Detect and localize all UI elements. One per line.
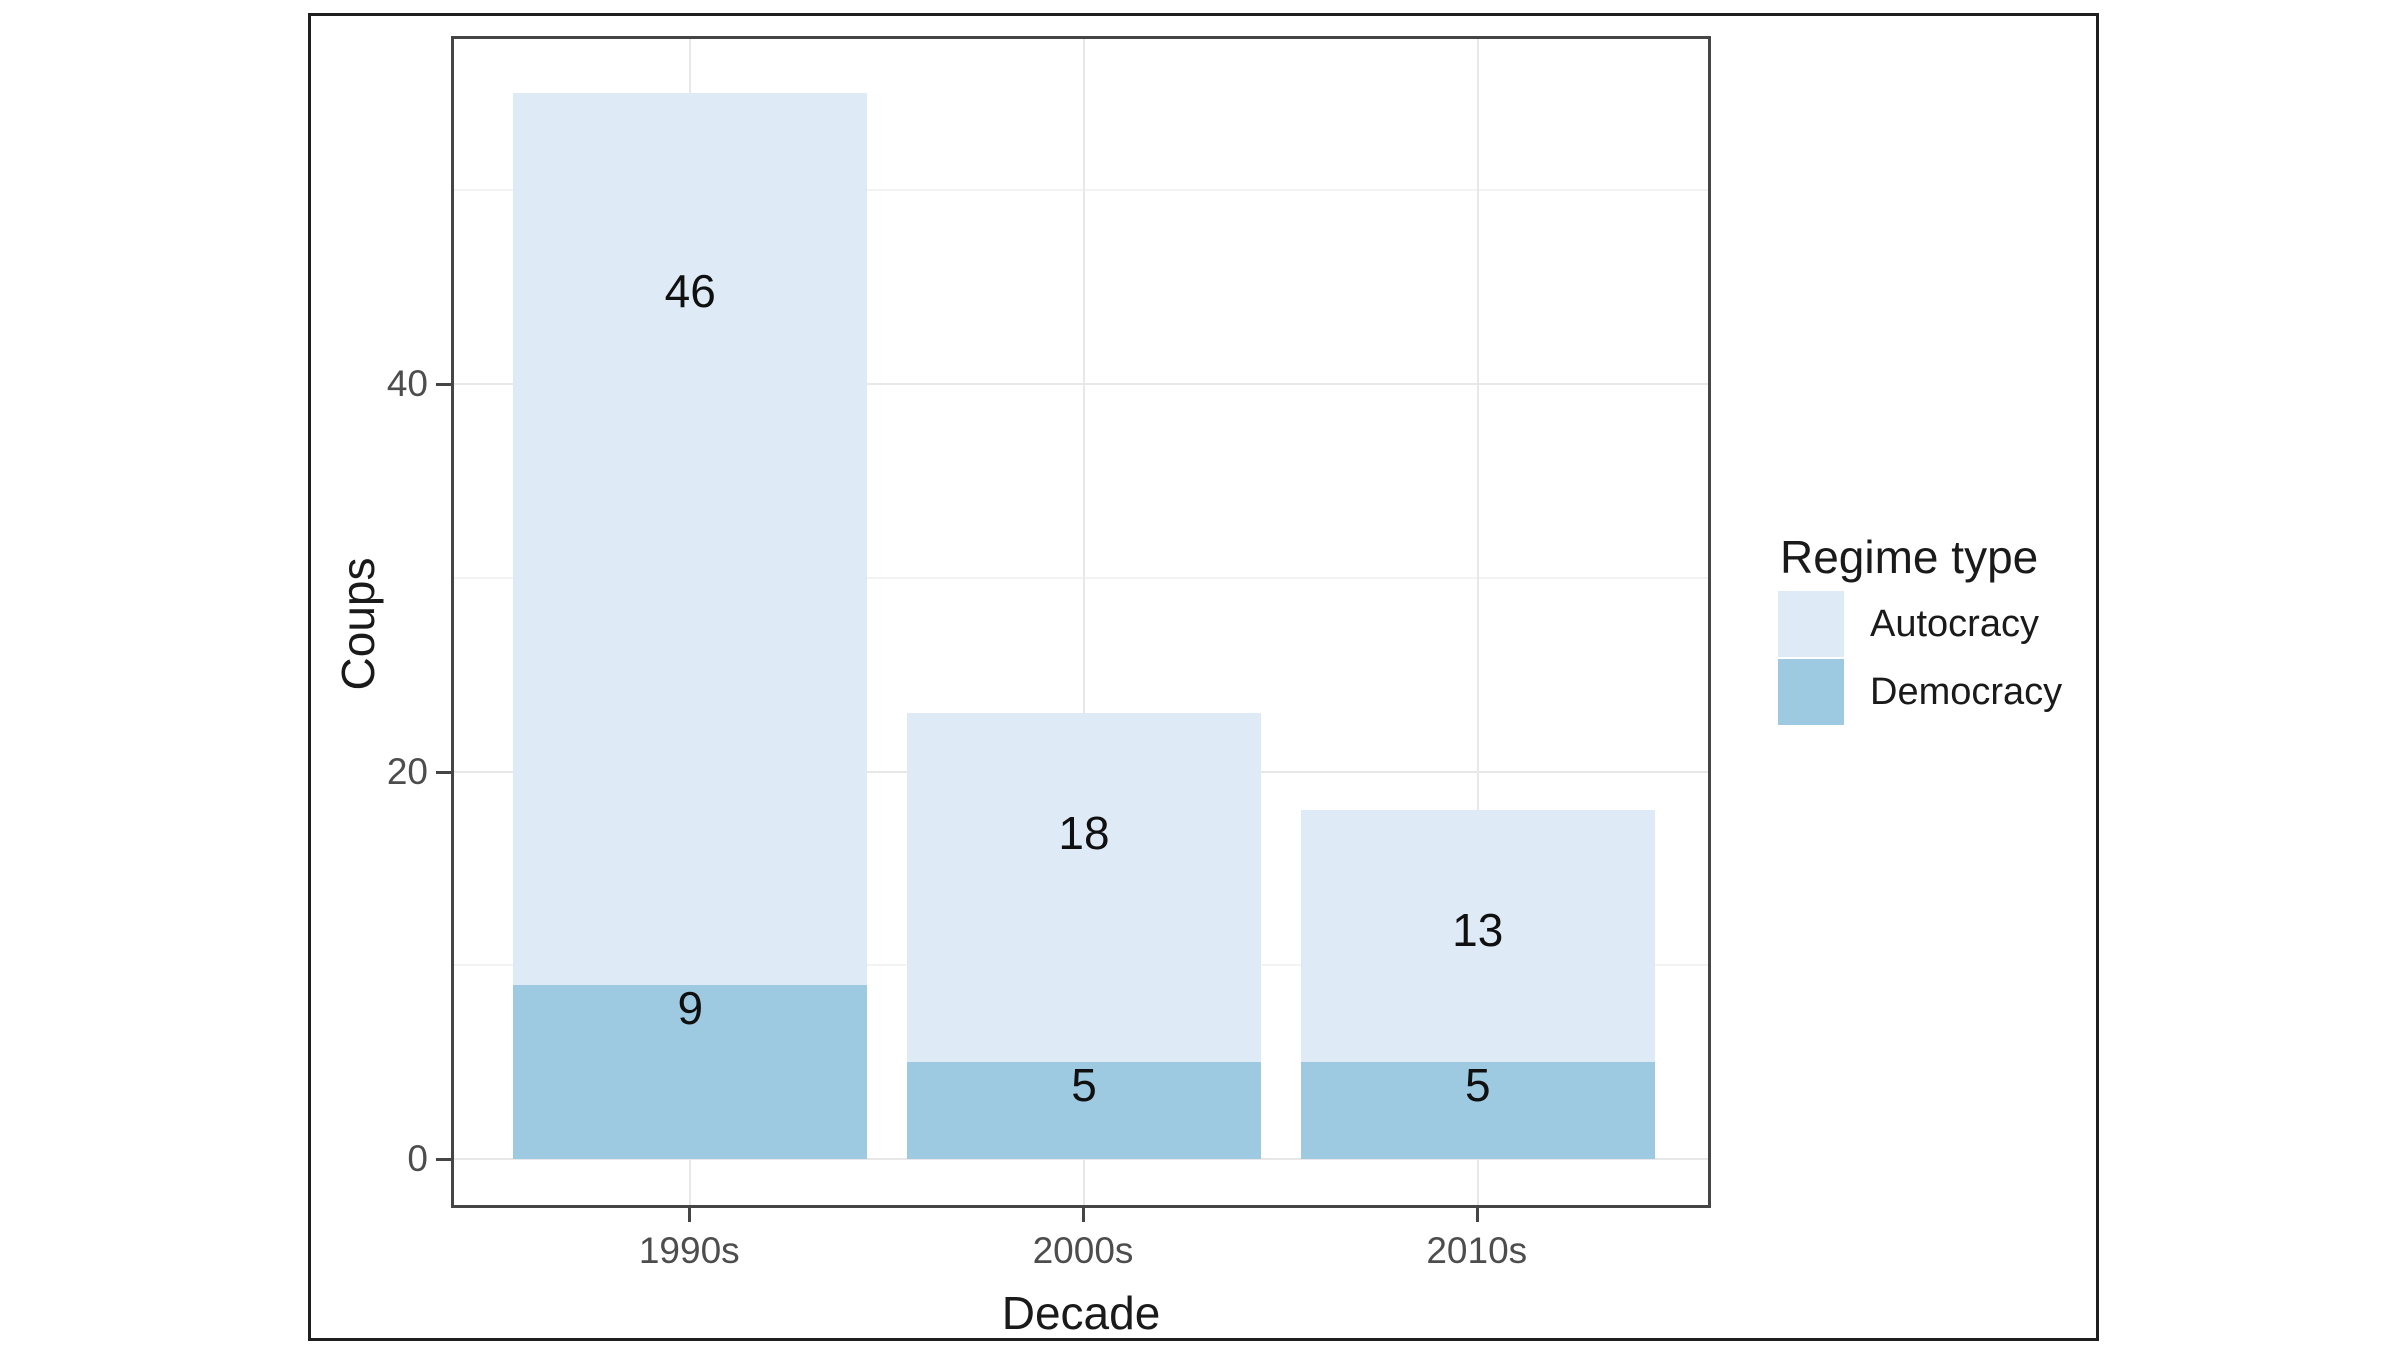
bar-label-2010s-democracy: 5 <box>1464 1059 1491 1112</box>
bar-label-2010s-autocracy: 13 <box>1452 904 1504 957</box>
y-tick-label-0: 0 <box>407 1138 428 1179</box>
x-tick-mark-1990s <box>688 1208 692 1222</box>
legend-label-democracy: Democracy <box>1870 670 2063 713</box>
x-tick-label-2000s: 2000s <box>1032 1230 1134 1271</box>
x-tick-mark-2000s <box>1082 1208 1085 1222</box>
y-tick-mark-0 <box>436 1158 451 1161</box>
figure-frame: 46 9 18 5 13 5 Coups Decade 0 20 40 1990s 2000s 20… <box>308 13 2099 1341</box>
bar-label-2000s-democracy: 5 <box>1071 1059 1097 1112</box>
x-axis-title: Decade <box>1001 1287 1161 1339</box>
bar-1990s-democracy <box>513 984 868 1159</box>
bar-2010s-autocracy <box>1300 810 1655 1063</box>
y-tick-label-40: 40 <box>386 363 428 404</box>
y-tick-label-20: 20 <box>386 750 428 792</box>
gridline-major-y-0 <box>454 1158 1708 1160</box>
legend-title: Regime type <box>1780 531 2039 583</box>
x-tick-mark-2010s <box>1475 1208 1479 1222</box>
legend-entry-democracy: Democracy <box>1778 659 2062 725</box>
y-axis-title: Coups <box>332 557 384 691</box>
bar-2000s-democracy <box>906 1062 1262 1159</box>
legend-label-autocracy: Autocracy <box>1870 602 2039 645</box>
legend-swatch-democracy <box>1778 659 1844 725</box>
bar-label-1990s-democracy: 9 <box>677 981 704 1034</box>
gridline-major-y-40 <box>454 383 1708 385</box>
y-tick-mark-40 <box>436 383 451 386</box>
gridline-minor-y-30 <box>454 576 1708 579</box>
bar-2000s-autocracy <box>906 713 1262 1063</box>
bar-1990s-autocracy <box>513 93 868 985</box>
legend-swatch-autocracy <box>1778 591 1844 657</box>
bar-2010s-democracy <box>1300 1062 1655 1159</box>
legend-entries: Autocracy Democracy <box>1778 591 2062 725</box>
x-tick-label-1990s: 1990s <box>638 1230 740 1271</box>
gridline-major-x-2000s <box>1083 39 1085 1205</box>
x-tick-label-2010s: 2010s <box>1426 1230 1528 1271</box>
gridline-major-x-2010s <box>1476 39 1479 1205</box>
plot-panel: 46 9 18 5 13 5 <box>451 36 1711 1208</box>
legend: Regime type Autocracy Democracy <box>1778 533 2062 727</box>
bar-label-2000s-autocracy: 18 <box>1058 807 1110 860</box>
bar-label-1990s-autocracy: 46 <box>664 264 716 317</box>
y-tick-mark-20 <box>436 770 451 774</box>
gridline-minor-y-50 <box>454 189 1708 192</box>
legend-entry-autocracy: Autocracy <box>1778 591 2062 657</box>
